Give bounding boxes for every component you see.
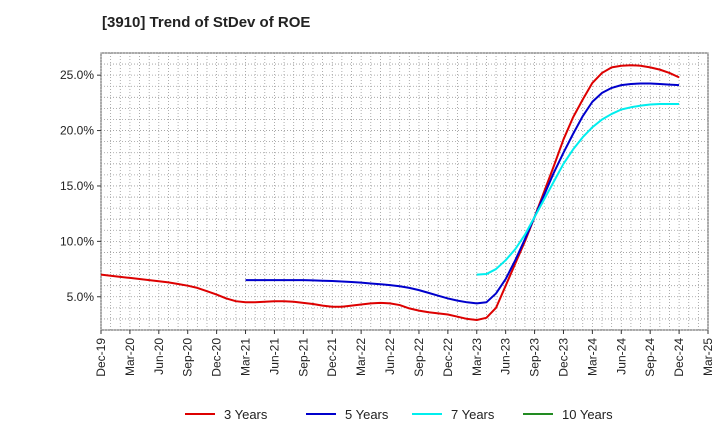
legend-label: 5 Years [345,407,389,422]
x-tick-label: Dec-22 [441,338,455,377]
x-tick-label: Mar-21 [239,338,253,376]
legend-label: 10 Years [562,407,613,422]
x-tick-label: Jun-23 [499,338,513,375]
x-tick-label: Jun-22 [383,338,397,375]
x-axis: Dec-19 Mar-20 Jun-20 Sep-20 Dec-20 Mar-21 Jun-… [94,330,715,377]
plot-area [100,52,709,331]
legend-label: 7 Years [451,407,495,422]
x-tick-label: Jun-24 [614,338,628,375]
x-tick-label: Mar-23 [470,338,484,376]
x-tick-label: Jun-20 [152,338,166,375]
x-tick-label: Dec-21 [325,338,339,377]
legend: 3 Years 5 Years 7 Years 10 Years [185,407,613,422]
y-tick-label: 20.0% [60,124,94,138]
x-tick-label: Mar-20 [123,338,137,376]
x-tick-label: Sep-22 [412,338,426,377]
y-tick-label: 5.0% [67,290,95,304]
y-tick-label: 15.0% [60,179,94,193]
x-tick-label: Jun-21 [267,338,281,375]
y-axis: 5.0% 10.0% 15.0% 20.0% 25.0% [60,68,101,304]
x-tick-label: Mar-22 [354,338,368,376]
chart-title: [3910] Trend of StDev of ROE [102,14,311,31]
series-lines [100,64,680,322]
series-line-3-years [100,64,680,322]
x-tick-label: Mar-25 [701,338,715,376]
x-tick-label: Dec-20 [210,338,224,377]
x-tick-label: Sep-24 [643,338,657,377]
x-tick-label: Sep-23 [528,338,542,377]
legend-label: 3 Years [224,407,268,422]
y-tick-label: 10.0% [60,234,94,248]
x-tick-label: Dec-24 [672,338,686,377]
series-line-7-years [476,102,680,276]
x-tick-label: Dec-23 [556,338,570,377]
y-tick-label: 25.0% [60,68,94,82]
x-tick-label: Dec-19 [94,338,108,377]
x-tick-label: Sep-20 [181,338,195,377]
x-tick-label: Sep-21 [296,338,310,377]
grid [100,52,709,331]
x-tick-label: Mar-24 [585,338,599,376]
series-line-5-years [245,82,680,305]
